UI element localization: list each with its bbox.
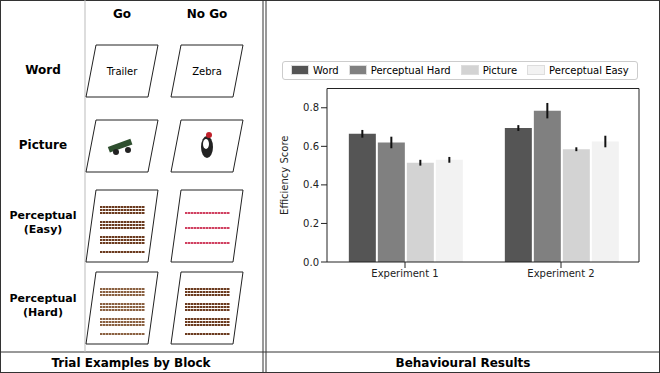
svg-text:0.0: 0.0: [303, 257, 319, 268]
html-text:Perceptual Easy: Perceptual Easy: [549, 64, 629, 76]
svg-text:0.8: 0.8: [303, 102, 319, 113]
svg-text:Trailer: Trailer: [106, 66, 139, 77]
html-text:Word: Word: [313, 64, 339, 76]
svg-text:Word: Word: [25, 63, 61, 77]
svg-text:Zebra: Zebra: [192, 66, 222, 77]
svg-text:Experiment 2: Experiment 2: [527, 268, 594, 279]
svg-text:Go: Go: [113, 7, 131, 21]
svg-text:Perceptual(Easy): Perceptual(Easy): [9, 209, 76, 236]
svg-text:Behavioural Results: Behavioural Results: [395, 356, 530, 370]
html-text:Picture: Picture: [482, 64, 518, 76]
svg-text:Picture: Picture: [19, 138, 67, 152]
html-text:Perceptual Hard: Perceptual Hard: [370, 64, 451, 76]
svg-text:0.2: 0.2: [303, 218, 319, 229]
svg-text:No Go: No Go: [187, 7, 228, 21]
svg-text:Experiment 1: Experiment 1: [371, 268, 438, 279]
svg-text:Trial Examples by Block: Trial Examples by Block: [51, 356, 211, 370]
svg-text:0.6: 0.6: [303, 141, 319, 152]
svg-text:Efficiency Score: Efficiency Score: [279, 136, 290, 215]
svg-text:0.4: 0.4: [303, 179, 319, 190]
svg-text:Perceptual(Hard): Perceptual(Hard): [9, 292, 76, 319]
